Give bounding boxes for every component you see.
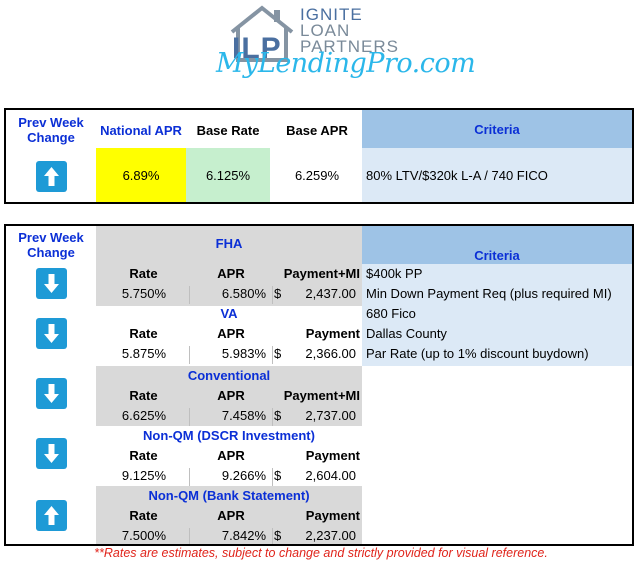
criteria-value: 80% LTV/$320k L-A / 740 FICO <box>362 148 632 202</box>
payment-value: 2,366.00 <box>305 346 356 361</box>
house-logo-icon <box>230 5 294 62</box>
col-payment: Payment <box>305 508 360 523</box>
summary-table: Prev Week Change National APR Base Rate … <box>4 108 634 204</box>
criteria-line: $400k PP <box>366 266 423 281</box>
criteria-header: Criteria <box>362 110 632 148</box>
dollar-sign: $ <box>274 346 282 361</box>
payment-value: 2,737.00 <box>305 408 356 423</box>
logo-brand: IGNITE LOAN PARTNERS <box>300 5 400 56</box>
logo-initials: ILP <box>232 32 282 65</box>
base-apr-header: Base APR <box>286 122 348 138</box>
col-rate: Rate <box>129 326 158 341</box>
dollar-sign: $ <box>274 528 282 543</box>
payment-value: 2,237.00 <box>305 528 356 543</box>
national-apr-value: 6.89% <box>96 148 186 202</box>
criteria-line: Par Rate (up to 1% discount buydown) <box>366 346 589 361</box>
col-payment: Payment <box>305 448 360 463</box>
brand-line-1: IGNITE <box>300 5 363 24</box>
rate-value: 7.500% <box>121 528 166 543</box>
base-apr-value: 6.259% <box>294 167 340 183</box>
col-payment: Payment <box>305 326 360 341</box>
apr-value: 7.842% <box>221 528 266 543</box>
program-title-nonqm-dscr: Non-QM (DSCR Investment) <box>143 428 315 443</box>
col-apr: APR <box>217 266 245 281</box>
criteria-line: Min Down Payment Req (plus required MI) <box>366 286 612 301</box>
payment-value: 2,604.00 <box>305 468 356 483</box>
arrow-up-icon <box>36 161 67 192</box>
dollar-sign: $ <box>274 286 282 301</box>
criteria-line: 680 Fico <box>366 306 416 321</box>
disclaimer: **Rates are estimates, subject to change… <box>94 546 548 560</box>
base-rate-value: 6.125% <box>186 148 270 202</box>
national-apr-header: National APR <box>100 122 182 138</box>
prev-week-header: Prev Week Change <box>18 115 84 145</box>
rate-value: 6.625% <box>121 408 166 423</box>
logo: ILP IGNITE LOAN PARTNERS MyLendingPro.co… <box>216 2 476 98</box>
col-apr: APR <box>217 388 245 403</box>
criteria-line: Dallas County <box>366 326 447 341</box>
col-apr: APR <box>217 326 245 341</box>
dollar-sign: $ <box>274 408 282 423</box>
payment-value: 2,437.00 <box>305 286 356 301</box>
program-title-va: VA <box>220 306 238 321</box>
programs-table: Prev Week Change Criteria FHA Rate APR P… <box>4 224 634 546</box>
apr-value: 5.983% <box>221 346 266 361</box>
col-rate: Rate <box>129 388 158 403</box>
col-payment: Payment+MI <box>283 266 360 281</box>
arrow-up-icon <box>36 500 67 531</box>
col-apr: APR <box>217 448 245 463</box>
apr-value: 7.458% <box>221 408 266 423</box>
arrow-down-icon <box>36 438 67 469</box>
dollar-sign: $ <box>274 468 282 483</box>
col-rate: Rate <box>129 266 158 281</box>
col-rate: Rate <box>129 448 158 463</box>
apr-value: 9.266% <box>221 468 266 483</box>
prev-week-header: Prev Week Change <box>18 230 84 260</box>
rate-value: 5.875% <box>121 346 166 361</box>
arrow-down-icon <box>36 318 67 349</box>
apr-value: 6.580% <box>221 286 266 301</box>
criteria-header: Criteria <box>474 247 520 263</box>
brand-line-3: PARTNERS <box>300 37 400 56</box>
program-title-conventional: Conventional <box>187 368 271 383</box>
program-title-nonqm-bank: Non-QM (Bank Statement) <box>148 488 310 503</box>
base-rate-header: Base Rate <box>196 122 260 138</box>
col-rate: Rate <box>129 508 158 523</box>
logo-tagline: MyLendingPro.com <box>216 48 476 79</box>
brand-line-2: LOAN <box>300 21 351 40</box>
arrow-down-icon <box>36 378 67 409</box>
program-title-fha: FHA <box>215 236 243 251</box>
rate-value: 5.750% <box>121 286 166 301</box>
arrow-down-icon <box>36 268 67 299</box>
col-payment: Payment+MI <box>283 388 360 403</box>
col-apr: APR <box>217 508 245 523</box>
rate-value: 9.125% <box>121 468 166 483</box>
